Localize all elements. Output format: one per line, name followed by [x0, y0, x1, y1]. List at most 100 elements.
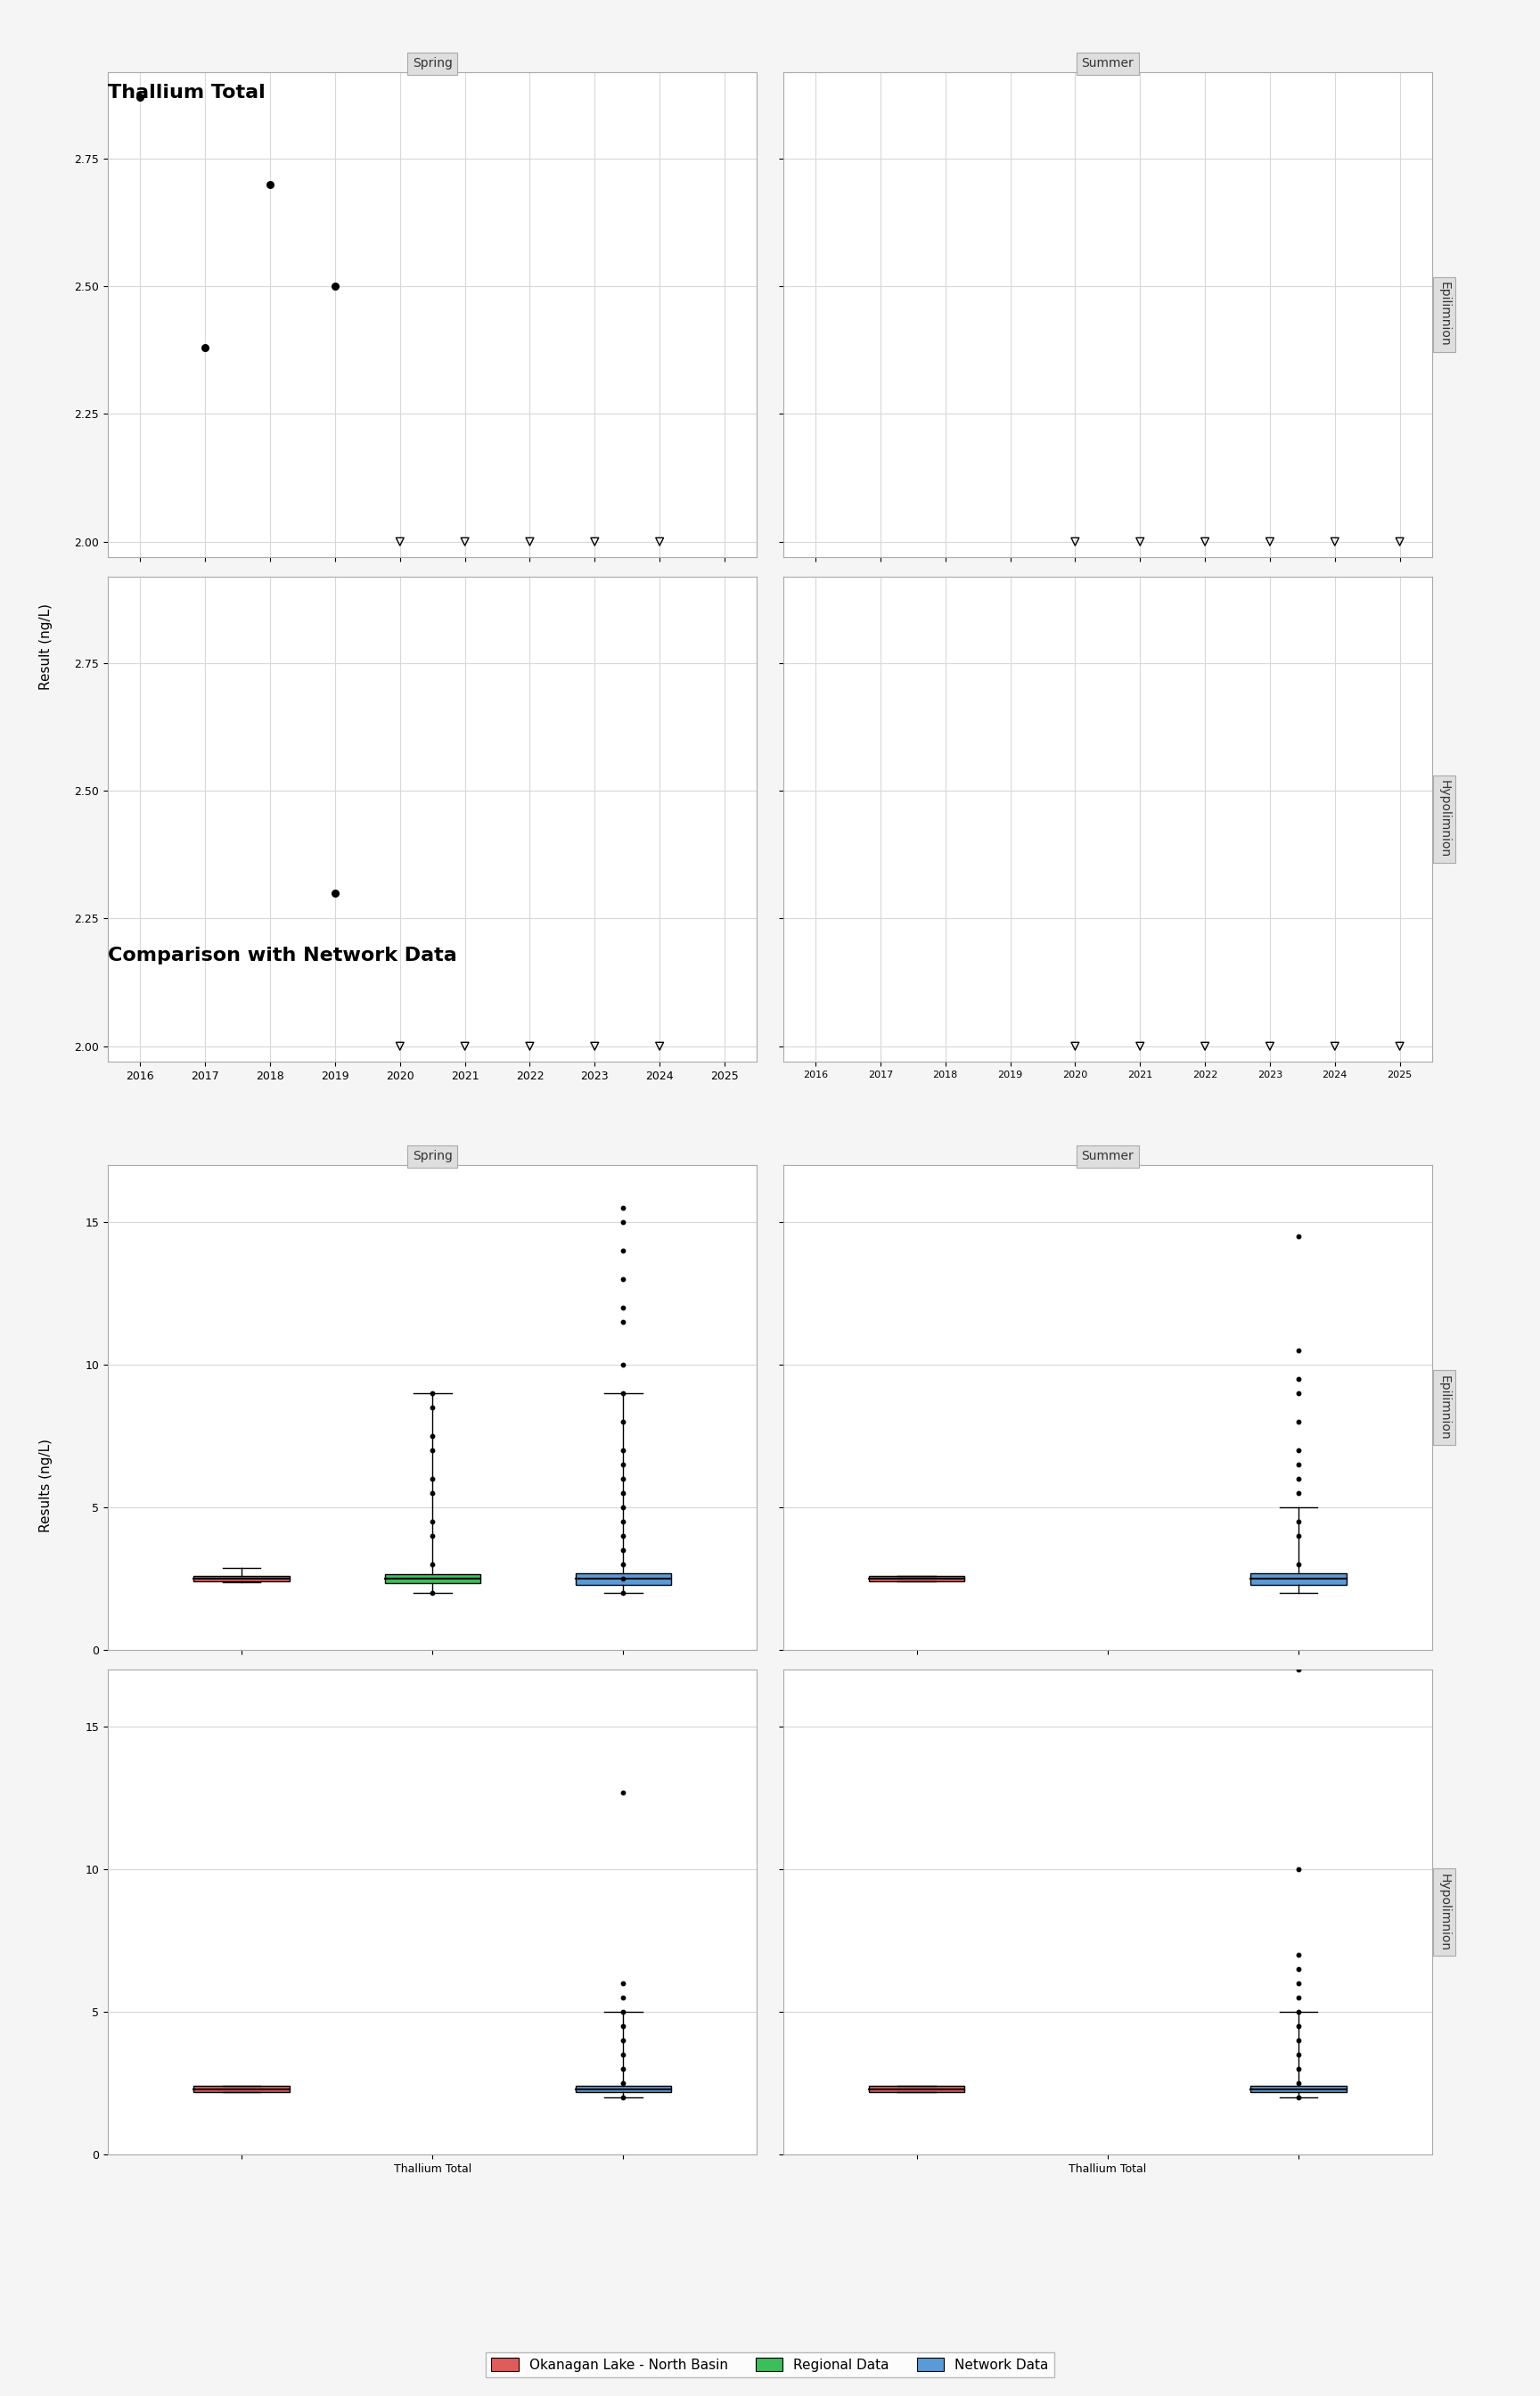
Point	[611, 1347, 636, 1385]
Point	[611, 1289, 636, 1327]
Bar	[869, 2087, 964, 2092]
Point	[388, 522, 413, 561]
Bar	[576, 1574, 671, 1584]
Point	[1258, 522, 1283, 561]
Point	[1286, 2051, 1311, 2089]
Point	[1286, 1217, 1311, 1256]
Point	[611, 1232, 636, 1270]
Point	[611, 1965, 636, 2003]
Y-axis label: Hypolimnion: Hypolimnion	[1438, 1874, 1451, 1950]
Point	[611, 1203, 636, 1241]
Point	[517, 1028, 542, 1066]
Text: Result (ng/L): Result (ng/L)	[40, 604, 52, 690]
Point	[323, 268, 348, 307]
Point	[420, 1430, 445, 1469]
Y-axis label: Epilimnion: Epilimnion	[1438, 1375, 1451, 1440]
Y-axis label: Epilimnion: Epilimnion	[1438, 283, 1451, 347]
Point	[1286, 1332, 1311, 1371]
Point	[1286, 1517, 1311, 1555]
Title: Spring: Spring	[413, 1150, 453, 1162]
Bar	[869, 1577, 964, 1581]
Point	[1388, 1028, 1412, 1066]
Point	[611, 1979, 636, 2017]
Point	[1286, 1459, 1311, 1498]
Point	[611, 1488, 636, 1526]
Point	[1063, 1028, 1087, 1066]
Point	[611, 1517, 636, 1555]
Point	[1388, 522, 1412, 561]
Point	[1192, 1028, 1217, 1066]
Point	[582, 1028, 607, 1066]
Point	[453, 522, 477, 561]
Point	[611, 1375, 636, 1414]
Point	[611, 1402, 636, 1440]
Bar	[385, 1574, 480, 1584]
Text: Thallium Total: Thallium Total	[108, 84, 265, 101]
Point	[582, 522, 607, 561]
Point	[611, 1502, 636, 1541]
Bar	[194, 2087, 290, 2092]
Point	[647, 522, 671, 561]
Point	[1286, 1651, 1311, 1689]
Point	[420, 1474, 445, 1512]
Point	[611, 1560, 636, 1598]
Point	[611, 1474, 636, 1512]
Point	[1286, 1965, 1311, 2003]
Point	[1286, 1950, 1311, 1989]
Point	[1286, 1993, 1311, 2032]
Point	[1286, 2077, 1311, 2116]
Legend: Okanagan Lake - North Basin, Regional Data, Network Data: Okanagan Lake - North Basin, Regional Da…	[487, 2353, 1053, 2377]
Point	[1286, 1445, 1311, 1483]
Point	[1286, 1402, 1311, 1440]
Title: Summer: Summer	[1081, 58, 1133, 69]
Point	[420, 1574, 445, 1613]
Point	[611, 1459, 636, 1498]
Bar	[1250, 2087, 1346, 2092]
Bar	[1250, 1574, 1346, 1584]
Point	[1127, 522, 1152, 561]
Point	[611, 1531, 636, 1569]
Text: Results (ng/L): Results (ng/L)	[40, 1438, 52, 1533]
Point	[1063, 522, 1087, 561]
Point	[420, 1545, 445, 1584]
Point	[388, 1028, 413, 1066]
Point	[611, 2008, 636, 2046]
Point	[1286, 1936, 1311, 1974]
Point	[611, 1545, 636, 1584]
Title: Spring: Spring	[413, 58, 453, 69]
Point	[420, 1459, 445, 1498]
Point	[1286, 1361, 1311, 1399]
Point	[611, 1188, 636, 1227]
Point	[1286, 1502, 1311, 1541]
Point	[1323, 1028, 1348, 1066]
Point	[611, 2077, 636, 2116]
Point	[420, 1375, 445, 1414]
Point	[323, 875, 348, 913]
Point	[1286, 1545, 1311, 1584]
Point	[1286, 1474, 1311, 1512]
Point	[1286, 2037, 1311, 2075]
Point	[1286, 1979, 1311, 2017]
Point	[647, 1028, 671, 1066]
Point	[611, 1260, 636, 1299]
Point	[192, 328, 217, 367]
Bar	[194, 1577, 290, 1581]
Point	[611, 2051, 636, 2089]
Title: Summer: Summer	[1081, 1150, 1133, 1162]
Point	[420, 1502, 445, 1541]
Point	[1286, 1850, 1311, 1888]
Point	[517, 522, 542, 561]
Point	[1286, 1430, 1311, 1469]
Point	[1286, 1375, 1311, 1414]
Point	[257, 165, 282, 204]
Point	[611, 1993, 636, 2032]
Bar	[576, 2087, 671, 2092]
Point	[611, 1574, 636, 1613]
Point	[611, 1773, 636, 1811]
Point	[611, 1445, 636, 1483]
Point	[128, 79, 152, 117]
Point	[1286, 2063, 1311, 2101]
Point	[611, 1430, 636, 1469]
Point	[611, 1303, 636, 1342]
Point	[611, 2063, 636, 2101]
